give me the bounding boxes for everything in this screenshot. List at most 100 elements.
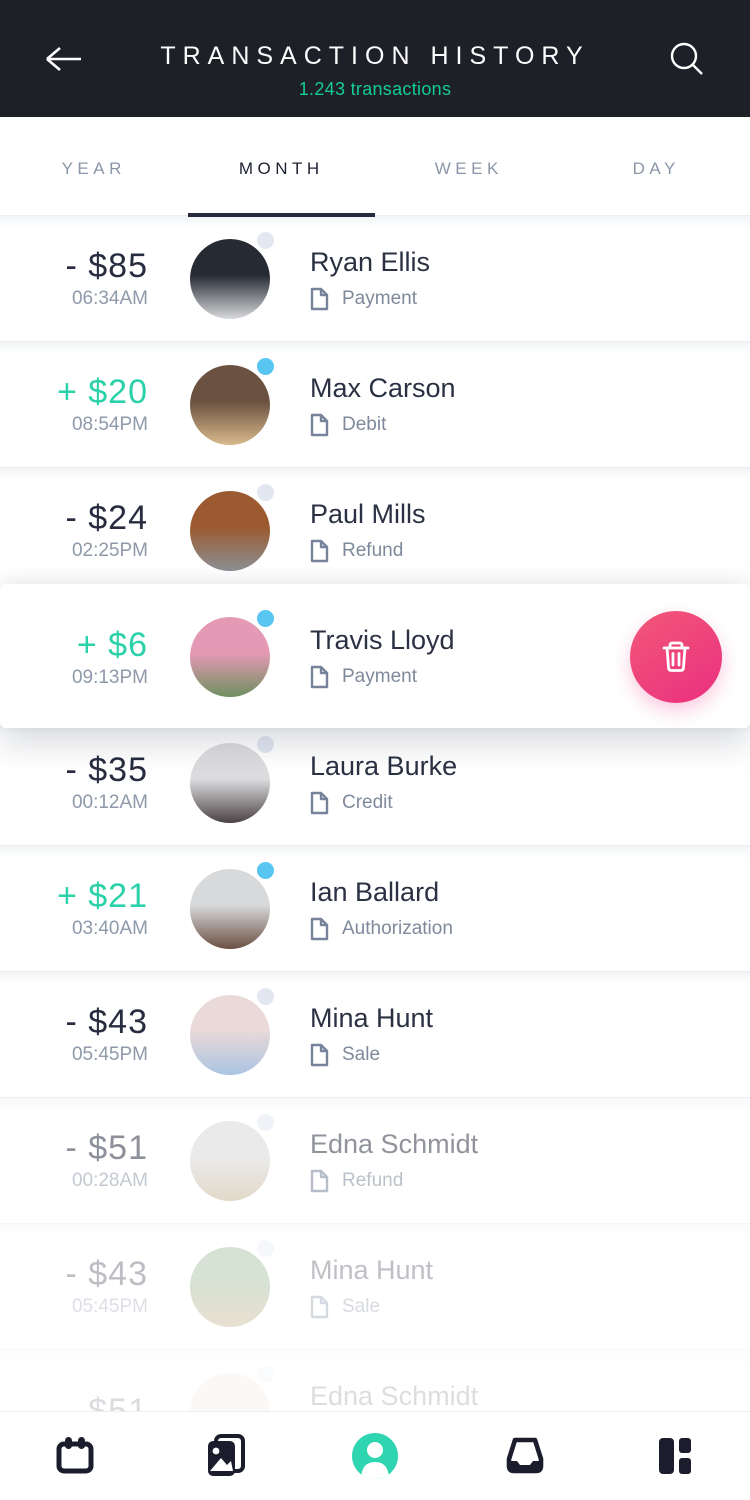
contact-name: Ryan Ellis bbox=[310, 246, 431, 277]
profile-icon bbox=[352, 1433, 398, 1479]
transaction-time: 00:12AM bbox=[71, 792, 148, 813]
inbox-icon bbox=[506, 1437, 544, 1474]
transaction-type-row: Payment bbox=[310, 287, 430, 311]
transaction-info: Paul Mills Refund bbox=[310, 499, 426, 563]
contact-name: Ian Ballard bbox=[310, 876, 440, 907]
transaction-row[interactable]: - $43 05:45PM Mina Hunt Sale bbox=[0, 1224, 750, 1350]
nav-inbox[interactable] bbox=[450, 1412, 600, 1500]
avatar-photo bbox=[190, 994, 270, 1075]
nav-calendar[interactable] bbox=[0, 1412, 150, 1500]
transaction-row[interactable]: + $21 03:40AM Ian Ballard Authorization bbox=[0, 846, 750, 972]
transaction-type-row: Refund bbox=[310, 1169, 478, 1193]
transaction-info: Travis Lloyd Payment bbox=[310, 625, 455, 689]
nav-dashboard[interactable] bbox=[600, 1412, 750, 1500]
transaction-amount: + $21 bbox=[56, 877, 148, 915]
transaction-time: 03:40AM bbox=[71, 918, 148, 939]
transaction-info: Edna Schmidt Refund bbox=[310, 1129, 478, 1193]
transaction-row[interactable]: - $51 00:28AM Edna Schmidt Refund bbox=[0, 1098, 750, 1224]
transaction-type-row: Refund bbox=[310, 539, 426, 563]
transaction-list: - $85 06:34AM Ryan Ellis Payment bbox=[0, 216, 750, 1412]
amount-block: + $21 03:40AM bbox=[0, 877, 148, 940]
search-icon bbox=[670, 42, 703, 75]
contact-name: Mina Hunt bbox=[310, 1254, 434, 1285]
avatar-photo bbox=[190, 1246, 270, 1327]
dashboard-icon bbox=[659, 1438, 691, 1474]
transaction-type-row: Sale bbox=[310, 1295, 433, 1319]
period-tabs: YEAR MONTH WEEK DAY bbox=[0, 117, 750, 217]
transaction-row[interactable]: - $43 05:45PM Mina Hunt Sale bbox=[0, 972, 750, 1098]
transaction-row[interactable]: - $24 02:25PM Paul Mills Refund bbox=[0, 468, 750, 594]
amount-block: - $43 05:45PM bbox=[0, 1003, 149, 1066]
nav-profile[interactable] bbox=[300, 1412, 450, 1500]
status-dot bbox=[257, 1239, 274, 1257]
amount-block: - $51 00:28AM bbox=[0, 1129, 149, 1192]
amount-block: - $85 06:34AM bbox=[0, 247, 149, 310]
tab-month[interactable]: MONTH bbox=[187, 117, 376, 217]
avatar-photo bbox=[190, 238, 270, 319]
transaction-time: 05:45PM bbox=[71, 1296, 148, 1317]
avatar-photo bbox=[190, 490, 270, 571]
delete-button[interactable] bbox=[630, 611, 722, 703]
contact-name: Max Carson bbox=[310, 372, 456, 403]
transaction-row[interactable]: - $35 00:12AM Laura Burke Credit bbox=[0, 720, 750, 846]
transaction-amount: - $51 bbox=[65, 1129, 148, 1167]
status-dot bbox=[257, 483, 274, 501]
transaction-time: 02:25PM bbox=[71, 540, 148, 561]
app-header: TRANSACTION HISTORY 1.243 transactions bbox=[0, 0, 750, 117]
avatar-photo bbox=[190, 1120, 270, 1201]
document-icon bbox=[310, 1169, 329, 1192]
search-button[interactable] bbox=[632, 0, 742, 117]
transaction-info: Ryan Ellis Payment bbox=[310, 247, 430, 311]
avatar-photo bbox=[190, 364, 270, 445]
calendar-icon bbox=[56, 1437, 94, 1474]
transaction-type-row: Sale bbox=[310, 1043, 433, 1067]
avatar bbox=[190, 483, 274, 571]
contact-name: Edna Schmidt bbox=[310, 1380, 479, 1411]
transaction-info: Laura Burke Credit bbox=[310, 751, 457, 815]
transaction-row[interactable]: + $20 08:54PM Max Carson Debit bbox=[0, 342, 750, 468]
page-title: TRANSACTION HISTORY bbox=[160, 41, 590, 70]
amount-block: - $51 bbox=[0, 1392, 148, 1412]
transaction-type: Debit bbox=[342, 413, 387, 435]
avatar bbox=[190, 231, 274, 319]
transaction-type: Sale bbox=[342, 1043, 381, 1065]
transaction-amount: + $20 bbox=[56, 373, 148, 411]
avatar bbox=[190, 1365, 274, 1412]
tab-day[interactable]: DAY bbox=[563, 117, 750, 215]
transaction-type-row: Authorization bbox=[310, 917, 453, 941]
transaction-info: Ian Ballard Authorization bbox=[310, 877, 453, 941]
avatar bbox=[190, 1239, 274, 1327]
tab-year[interactable]: YEAR bbox=[0, 117, 188, 215]
amount-block: - $24 02:25PM bbox=[0, 499, 149, 562]
back-button[interactable] bbox=[8, 0, 118, 117]
transaction-amount: - $43 bbox=[65, 1255, 148, 1293]
status-dot bbox=[257, 610, 274, 627]
status-dot bbox=[257, 1113, 274, 1131]
contact-name: Mina Hunt bbox=[310, 1002, 434, 1033]
status-dot bbox=[257, 735, 274, 753]
tab-week[interactable]: WEEK bbox=[375, 117, 563, 215]
transaction-amount: + $6 bbox=[76, 625, 148, 664]
document-icon bbox=[310, 1295, 329, 1318]
avatar bbox=[190, 735, 274, 823]
transaction-time: 05:45PM bbox=[71, 1044, 148, 1065]
transaction-amount: - $24 bbox=[65, 499, 148, 537]
transaction-row[interactable]: + $6 09:13PM Travis Lloyd Payment bbox=[0, 584, 750, 728]
trash-icon bbox=[662, 641, 690, 672]
transaction-row[interactable]: - $85 06:34AM Ryan Ellis Payment bbox=[0, 216, 750, 342]
avatar-photo bbox=[190, 617, 270, 697]
status-dot bbox=[257, 357, 274, 375]
transaction-type-row: Credit bbox=[310, 791, 457, 815]
nav-gallery[interactable] bbox=[150, 1412, 300, 1500]
transaction-count: 1.243 transactions bbox=[298, 78, 452, 99]
transaction-type: Credit bbox=[342, 791, 393, 813]
amount-block: + $20 08:54PM bbox=[0, 373, 148, 436]
transaction-amount: - $43 bbox=[65, 1003, 148, 1041]
transaction-time: 09:13PM bbox=[71, 666, 148, 688]
avatar-photo bbox=[190, 868, 270, 949]
transaction-time: 08:54PM bbox=[71, 414, 148, 435]
back-arrow-icon bbox=[46, 46, 81, 71]
status-dot bbox=[257, 1365, 274, 1383]
tab-label: MONTH bbox=[238, 159, 324, 178]
transaction-row[interactable]: - $51 Edna Schmidt bbox=[0, 1350, 750, 1412]
